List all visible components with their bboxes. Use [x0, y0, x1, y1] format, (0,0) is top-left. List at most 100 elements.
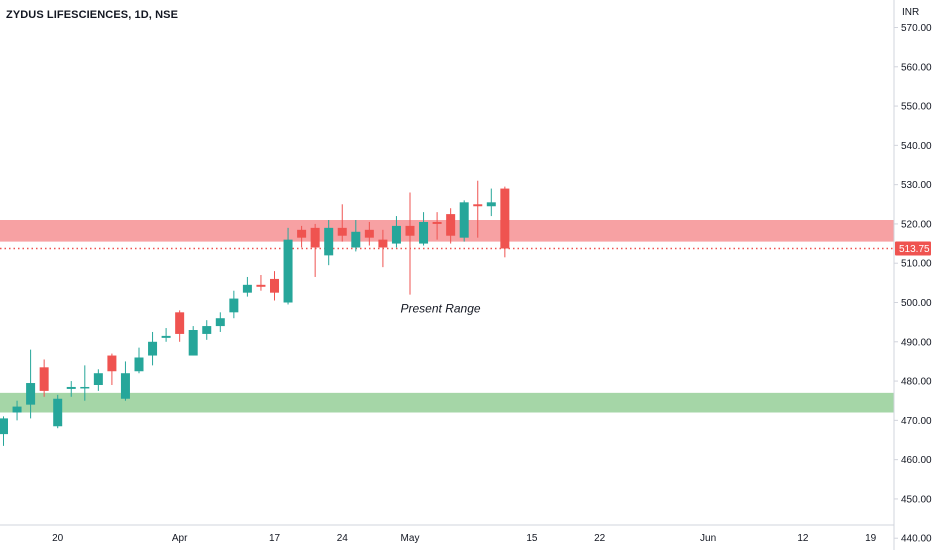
- y-tick-label: 450.00: [901, 494, 932, 505]
- candle-body: [53, 398, 63, 427]
- candle[interactable]: [446, 208, 456, 244]
- support-zone[interactable]: [0, 392, 894, 413]
- candle-body: [148, 341, 158, 356]
- candle[interactable]: [378, 229, 388, 268]
- candle-body: [26, 383, 36, 405]
- candle[interactable]: [270, 271, 279, 301]
- x-tick-label: Apr: [172, 533, 188, 544]
- candle[interactable]: [134, 347, 144, 374]
- candle[interactable]: [405, 192, 415, 295]
- candle[interactable]: [364, 221, 374, 246]
- candle-body: [215, 318, 225, 327]
- y-tick-label: 510.00: [901, 259, 932, 270]
- candle-body: [175, 312, 185, 334]
- last-price-label: 513.75: [899, 244, 930, 255]
- candle[interactable]: [256, 275, 266, 291]
- candle[interactable]: [188, 326, 198, 356]
- candle[interactable]: [297, 225, 307, 248]
- candle-body: [0, 418, 8, 435]
- candle-body: [242, 284, 252, 293]
- candle-body: [107, 355, 117, 372]
- x-tick-label: 12: [797, 533, 809, 544]
- candle[interactable]: [202, 320, 212, 340]
- y-tick-label: 530.00: [901, 180, 932, 191]
- candle-body: [93, 373, 103, 385]
- candle[interactable]: [310, 223, 320, 277]
- candle-body: [473, 204, 483, 207]
- candle-body: [256, 284, 266, 287]
- candle[interactable]: [242, 276, 252, 297]
- candle-body: [486, 202, 496, 207]
- candle-body: [283, 239, 293, 303]
- candle[interactable]: [324, 220, 334, 266]
- candle-body: [80, 386, 90, 389]
- y-tick-label: 490.00: [901, 337, 932, 348]
- candle[interactable]: [473, 180, 483, 238]
- candle[interactable]: [351, 220, 361, 252]
- candle[interactable]: [175, 310, 185, 342]
- candle[interactable]: [215, 312, 225, 332]
- candle-body: [432, 221, 442, 224]
- annotation-present-range[interactable]: Present Range: [401, 301, 481, 315]
- candle-body: [270, 278, 279, 293]
- candle[interactable]: [432, 212, 442, 240]
- candle-body: [229, 298, 239, 313]
- candle[interactable]: [148, 331, 158, 366]
- candle-body: [446, 214, 456, 236]
- candle[interactable]: [337, 204, 347, 242]
- currency-label: INR: [902, 7, 920, 18]
- candle[interactable]: [161, 328, 171, 342]
- candle-body: [324, 227, 334, 256]
- y-tick-label: 560.00: [901, 62, 932, 73]
- candle-body: [459, 202, 469, 238]
- x-tick-label: 15: [526, 533, 538, 544]
- candle[interactable]: [66, 381, 76, 397]
- x-tick-label: 19: [865, 533, 877, 544]
- y-tick-label: 540.00: [901, 141, 932, 152]
- y-tick-label: 520.00: [901, 219, 932, 230]
- y-tick-label: 480.00: [901, 377, 932, 388]
- candle[interactable]: [26, 349, 36, 419]
- candle[interactable]: [391, 216, 401, 248]
- candle[interactable]: [486, 188, 496, 217]
- candle[interactable]: [459, 200, 469, 242]
- candle-body: [391, 225, 401, 244]
- candle-body: [39, 367, 49, 391]
- y-tick-label: 470.00: [901, 416, 932, 427]
- candle[interactable]: [229, 290, 239, 319]
- candle[interactable]: [419, 212, 429, 246]
- candle[interactable]: [93, 369, 103, 391]
- candle[interactable]: [80, 365, 90, 401]
- y-tick-label: 550.00: [901, 102, 932, 113]
- candle-body: [134, 357, 144, 372]
- candle-body: [161, 335, 171, 338]
- candle-body: [297, 229, 307, 238]
- candle-body: [337, 227, 347, 236]
- candle-body: [378, 239, 388, 248]
- candle-body: [500, 188, 510, 249]
- x-tick-label: 22: [594, 533, 606, 544]
- candle-body: [419, 221, 429, 244]
- y-tick-label: 500.00: [901, 298, 932, 309]
- candle[interactable]: [12, 400, 22, 421]
- candle-body: [364, 229, 374, 238]
- candle-body: [66, 386, 76, 389]
- candle[interactable]: [53, 394, 63, 429]
- candle[interactable]: [120, 361, 130, 401]
- x-tick-label: May: [401, 533, 420, 544]
- candle-body: [188, 330, 198, 356]
- candle[interactable]: [39, 359, 49, 397]
- candle[interactable]: [107, 353, 117, 385]
- candle-body: [351, 231, 361, 248]
- candle-body: [310, 227, 320, 248]
- y-tick-label: 570.00: [901, 23, 932, 34]
- candle[interactable]: [283, 227, 293, 305]
- candle[interactable]: [0, 416, 8, 446]
- x-tick-label: 24: [337, 533, 349, 544]
- candle-body: [120, 373, 130, 399]
- candle[interactable]: [500, 186, 510, 258]
- candle-body: [12, 406, 22, 413]
- candle-body: [405, 225, 415, 236]
